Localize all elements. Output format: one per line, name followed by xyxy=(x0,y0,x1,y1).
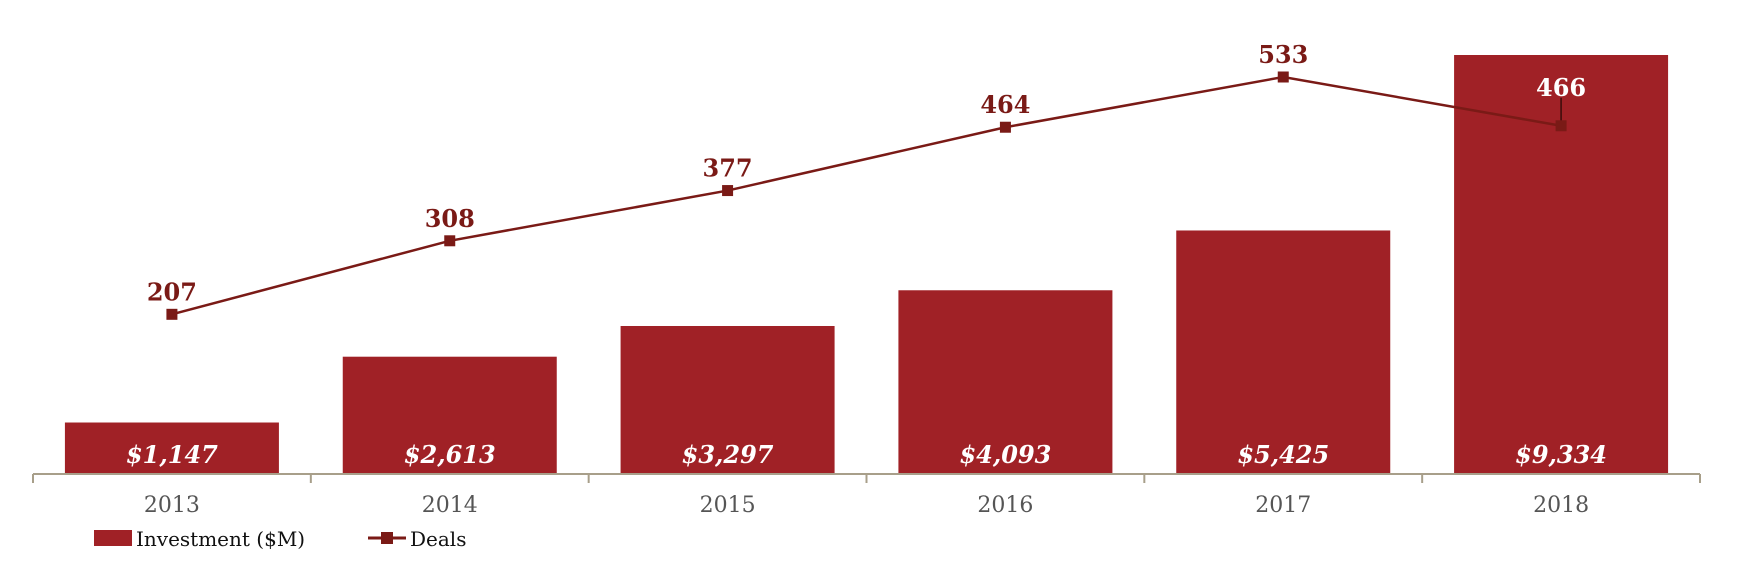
deals-label-2018: 466 xyxy=(1536,73,1586,102)
legend-label-deals: Deals xyxy=(410,527,466,551)
bar-2015 xyxy=(620,325,835,474)
bar-label-2018: $9,334 xyxy=(1515,440,1607,469)
x-tick-label-2018: 2018 xyxy=(1533,493,1589,518)
deals-label-2017: 533 xyxy=(1258,40,1308,69)
deals-point-2017 xyxy=(1277,71,1289,83)
bar-label-2013: $1,147 xyxy=(126,440,218,469)
bar-2014 xyxy=(342,356,557,474)
deals-label-2016: 464 xyxy=(980,90,1030,119)
deals-label-2014: 308 xyxy=(425,204,475,233)
x-tick-label-2014: 2014 xyxy=(422,493,478,518)
x-tick-label-2013: 2013 xyxy=(144,493,200,518)
deals-point-2015 xyxy=(722,185,734,197)
deals-point-2018 xyxy=(1555,120,1567,132)
line-layer: 207 308 377 464 533 466 xyxy=(147,40,1586,320)
x-tick-label-2017: 2017 xyxy=(1255,493,1311,518)
legend-swatch-investment xyxy=(94,530,132,546)
bar-label-2014: $2,613 xyxy=(404,440,496,469)
bar-label-2015: $3,297 xyxy=(682,440,774,469)
deals-line xyxy=(171,75,1562,316)
bar-2013 xyxy=(64,422,279,474)
x-axis: 2013 2014 2015 2016 2017 2018 xyxy=(32,473,1701,518)
bar-2016 xyxy=(898,290,1113,474)
legend-swatch-deals-marker xyxy=(381,532,393,544)
deals-point-2014 xyxy=(444,235,456,247)
bars-layer: $1,147 $2,613 $3,297 $4,093 $5,425 $9,334 xyxy=(64,55,1669,474)
deals-label-2013: 207 xyxy=(147,277,197,306)
bar-label-2017: $5,425 xyxy=(1237,440,1329,469)
legend: Investment ($M) Deals xyxy=(94,527,466,551)
bar-2017 xyxy=(1176,230,1391,474)
x-tick-label-2015: 2015 xyxy=(700,493,756,518)
deals-label-2015: 377 xyxy=(703,154,753,183)
legend-label-investment: Investment ($M) xyxy=(136,527,305,551)
deals-point-2013 xyxy=(166,308,178,320)
bar-label-2016: $4,093 xyxy=(959,440,1051,469)
x-tick-label-2016: 2016 xyxy=(977,493,1033,518)
deals-point-2016 xyxy=(999,121,1011,133)
